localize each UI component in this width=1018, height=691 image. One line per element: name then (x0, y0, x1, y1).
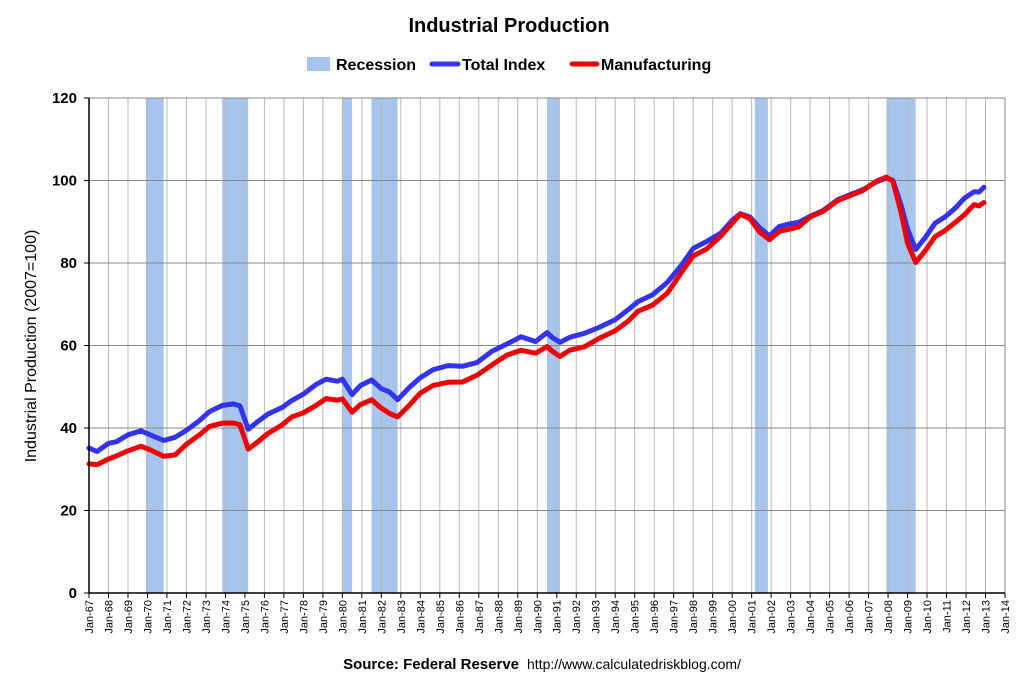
x-tick-label: Jan-95 (630, 600, 642, 634)
x-tick-label: Jan-91 (552, 600, 564, 634)
x-tick-label: Jan-87 (474, 600, 486, 634)
x-tick-label: Jan-83 (396, 600, 408, 634)
x-tick-label: Jan-97 (669, 600, 681, 634)
x-tick-label: Jan-94 (610, 600, 622, 634)
x-tick-label: Jan-69 (123, 600, 135, 634)
x-tick-label: Jan-70 (143, 600, 155, 634)
x-tick-label: Jan-78 (298, 600, 310, 634)
x-tick-label: Jan-82 (376, 600, 388, 634)
x-tick-label: Jan-67 (84, 600, 96, 634)
x-tick-label: Jan-11 (942, 600, 954, 633)
x-tick-label: Jan-10 (922, 600, 934, 634)
x-tick-label: Jan-99 (708, 600, 720, 634)
x-tick-label: Jan-85 (435, 600, 447, 634)
x-tick-label: Jan-12 (961, 600, 973, 634)
x-tick-label: Jan-77 (279, 600, 291, 634)
x-tick-label: Jan-84 (415, 600, 427, 634)
legend-total-index-label: Total Index (462, 57, 545, 74)
legend-recession-label: Recession (336, 57, 416, 74)
x-tick-label: Jan-02 (766, 600, 778, 634)
x-tick-label: Jan-74 (220, 600, 232, 634)
x-tick-label: Jan-76 (259, 600, 271, 634)
x-tick-label: Jan-01 (747, 600, 759, 634)
x-tick-labels: Jan-67 Jan-68 Jan-69 Jan-70 Jan-71 Jan-72 Jan-… (84, 593, 1012, 634)
x-tick-label: Jan-06 (844, 600, 856, 634)
y-tick-label: 40 (60, 420, 77, 437)
x-tick-label: Jan-71 (162, 600, 174, 634)
grid-lines (88, 97, 1006, 594)
y-tick-label: 80 (60, 255, 77, 272)
x-tick-label: Jan-89 (513, 600, 525, 634)
x-tick-label: Jan-72 (181, 600, 193, 634)
x-tick-label: Jan-03 (786, 600, 798, 634)
y-tick-label: 60 (60, 338, 77, 355)
x-tick-label: Jan-68 (104, 600, 116, 634)
x-tick-label: Jan-93 (591, 600, 603, 634)
x-tick-label: Jan-80 (337, 600, 349, 634)
x-tick-label: Jan-86 (454, 600, 466, 634)
series-line-manufacturing (86, 174, 987, 468)
x-tick-label: Jan-96 (649, 600, 661, 634)
x-tick-label: Jan-88 (493, 600, 505, 634)
x-tick-label: Jan-98 (688, 600, 700, 634)
x-tick-label: Jan-00 (727, 600, 739, 634)
x-tick-label: Jan-05 (825, 600, 837, 634)
chart-title: Industrial Production (408, 15, 609, 37)
x-tick-label: Jan-07 (864, 600, 876, 634)
x-tick-label: Jan-81 (357, 600, 369, 634)
legend-manufacturing-label: Manufacturing (601, 57, 711, 74)
source-url: http://www.calculatedriskblog.com/ (527, 656, 741, 672)
x-tick-label: Jan-09 (903, 600, 915, 634)
y-axis-label: Industrial Production (2007=100) (23, 230, 40, 463)
x-tick-label: Jan-73 (201, 600, 213, 634)
x-tick-label: Jan-13 (981, 600, 993, 634)
y-tick-label: 120 (52, 90, 77, 107)
x-tick-label: Jan-90 (532, 600, 544, 634)
y-tick-label: 20 (60, 503, 77, 520)
legend: Recession Total Index Manufacturing (307, 57, 711, 74)
series-lines (86, 174, 987, 468)
x-tick-label: Jan-75 (240, 600, 252, 634)
legend-recession-swatch (307, 57, 330, 71)
source-label: Source: Federal Reserve (343, 656, 519, 673)
x-tick-label: Jan-92 (571, 600, 583, 634)
y-tick-label: 100 (52, 173, 77, 190)
x-tick-label: Jan-14 (1000, 600, 1012, 634)
x-tick-label: Jan-04 (805, 600, 817, 634)
x-tick-label: Jan-79 (318, 600, 330, 634)
x-tick-label: Jan-08 (883, 600, 895, 634)
y-tick-labels: 0 20 40 60 80 100 120 (52, 90, 89, 602)
y-tick-label: 0 (69, 585, 77, 602)
